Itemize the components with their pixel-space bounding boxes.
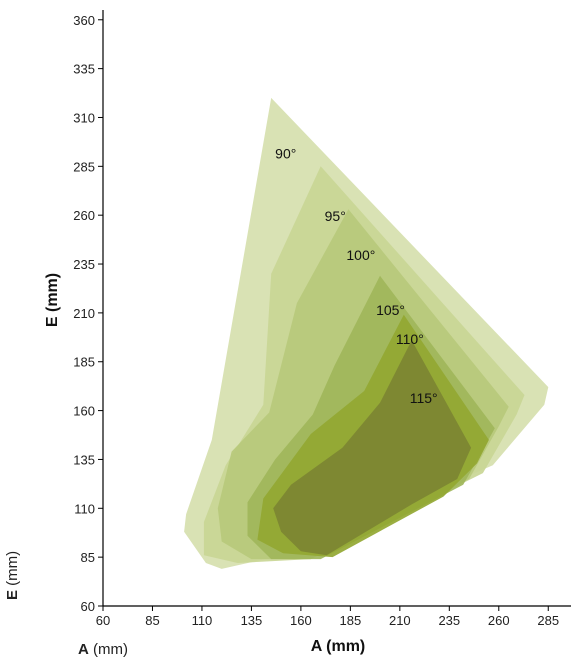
- series-label-95deg: 95°: [325, 208, 346, 224]
- side-label-a-unit: (mm): [93, 641, 128, 658]
- side-label-e-unit: (mm): [4, 550, 21, 586]
- y-tick-label: 60: [81, 599, 95, 614]
- x-tick-label: 235: [438, 613, 460, 628]
- series-label-110deg: 110°: [396, 331, 424, 347]
- axes-group: [102, 10, 571, 607]
- y-tick-label: 260: [73, 208, 95, 223]
- y-tick-label: 160: [73, 404, 95, 419]
- x-tick-label: 135: [241, 613, 263, 628]
- x-tick-label: 210: [389, 613, 411, 628]
- x-axis-title: A (mm): [311, 638, 366, 655]
- side-label-e: E (mm): [4, 551, 21, 600]
- series-label-115deg: 115°: [410, 390, 438, 406]
- x-tick-group: 60 85 110 135 160 185 210 235 260 285: [96, 606, 559, 628]
- series-label-100deg: 100°: [346, 247, 375, 263]
- y-tick-label: 285: [73, 159, 95, 174]
- y-axis-title: E (mm): [44, 273, 61, 327]
- y-tick-label: 210: [73, 306, 95, 321]
- y-tick-label: 360: [73, 13, 95, 28]
- y-tick-label: 185: [73, 355, 95, 370]
- y-tick-label: 335: [73, 62, 95, 77]
- series-label-group: 90° 95° 100° 105° 110° 115°: [275, 146, 437, 406]
- area-115deg: [273, 340, 472, 556]
- side-label-a: A (mm): [78, 641, 128, 658]
- x-tick-label: 60: [96, 613, 110, 628]
- x-tick-label: 260: [488, 613, 510, 628]
- y-tick-label: 85: [81, 550, 95, 565]
- y-tick-label: 110: [74, 501, 95, 516]
- y-tick-label: 310: [73, 110, 95, 125]
- series-label-90deg: 90°: [275, 146, 296, 162]
- area-series-group: [184, 97, 549, 569]
- series-label-105deg: 105°: [376, 302, 405, 318]
- side-label-a-letter: A: [78, 641, 89, 658]
- y-tick-label: 135: [73, 452, 95, 467]
- y-tick-group: 60 85 110 135 160 185 210 235 260 285 310 335 360: [73, 13, 103, 614]
- x-tick-label: 110: [192, 613, 213, 628]
- x-tick-label: 85: [145, 613, 159, 628]
- y-tick-label: 235: [73, 257, 95, 272]
- x-tick-label: 185: [340, 613, 362, 628]
- x-tick-label: 285: [537, 613, 559, 628]
- side-label-e-letter: E: [4, 589, 21, 600]
- x-tick-label: 160: [290, 613, 312, 628]
